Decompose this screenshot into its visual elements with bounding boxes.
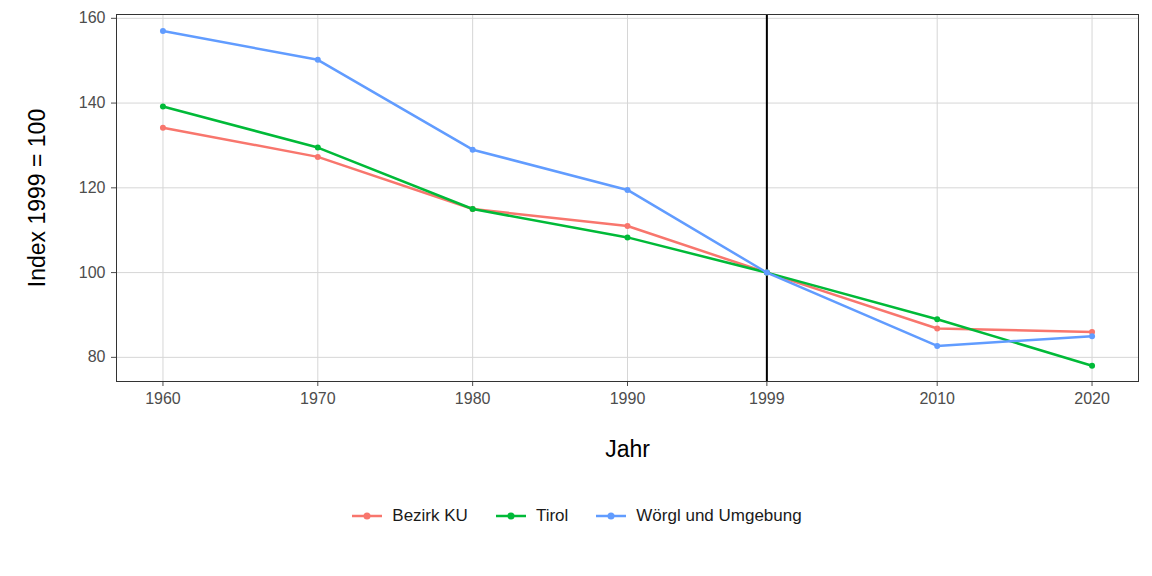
svg-text:1970: 1970 [300,390,336,407]
html-text:Bezirk KU: Bezirk KU [392,506,468,525]
svg-text:2010: 2010 [919,390,955,407]
svg-text:Jahr: Jahr [605,436,650,462]
svg-text:1980: 1980 [455,390,491,407]
html-text:Tirol: Tirol [535,506,569,525]
svg-text:2020: 2020 [1074,390,1110,407]
svg-text:100: 100 [79,264,106,281]
svg-text:160: 160 [79,9,106,26]
svg-text:80: 80 [88,348,106,365]
svg-text:1999: 1999 [749,390,785,407]
html-text:Wörgl und Umgebung: Wörgl und Umgebung [636,506,802,525]
svg-text:Index 1999 = 100: Index 1999 = 100 [24,109,50,287]
svg-text:140: 140 [79,94,106,111]
svg-text:1990: 1990 [610,390,646,407]
svg-text:120: 120 [79,179,106,196]
svg-text:1960: 1960 [145,390,181,407]
